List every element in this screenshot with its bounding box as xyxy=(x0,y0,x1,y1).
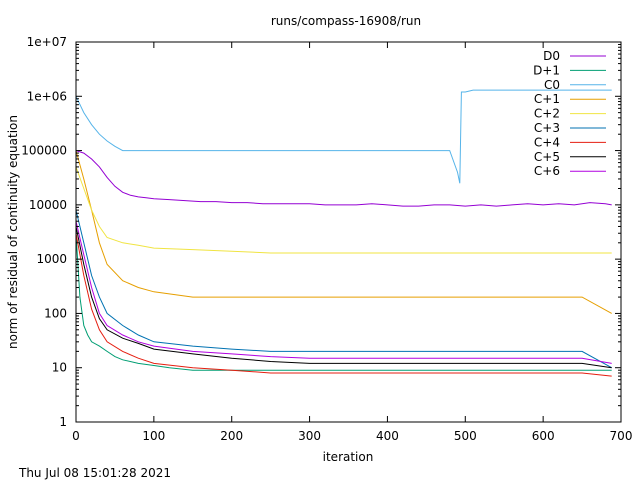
x-tick-label: 500 xyxy=(454,429,477,443)
y-tick-label: 1000 xyxy=(36,252,67,266)
legend-label: C+4 xyxy=(534,135,560,149)
series-layer xyxy=(76,89,612,377)
legend-label: C+2 xyxy=(534,107,560,121)
y-tick-label: 100 xyxy=(44,306,67,320)
legend-label: D+1 xyxy=(533,63,560,77)
series-line-4 xyxy=(76,166,612,254)
y-axis-label: norm of residual of continuity equation xyxy=(6,115,20,349)
x-axis: 0 100 200 300 400 500 600 700 xyxy=(72,42,632,443)
legend-label: C+6 xyxy=(534,164,560,178)
series-line-5 xyxy=(76,209,612,369)
y-tick-label: 1e+07 xyxy=(27,35,67,49)
x-tick-label: 100 xyxy=(142,429,165,443)
y-tick-label: 1 xyxy=(59,415,67,429)
legend-label: C0 xyxy=(544,78,560,92)
legend-label: C+5 xyxy=(534,150,560,164)
x-tick-label: 700 xyxy=(610,429,633,443)
footer-timestamp: Thu Jul 08 15:01:28 2021 xyxy=(18,466,171,480)
x-axis-label: iteration xyxy=(323,450,374,464)
x-tick-label: 300 xyxy=(298,429,321,443)
y-tick-label: 100000 xyxy=(21,144,67,158)
x-tick-label: 0 xyxy=(72,429,80,443)
y-tick-label: 10 xyxy=(52,361,67,375)
legend-label: C+3 xyxy=(534,121,560,135)
y-tick-label: 10000 xyxy=(29,198,67,212)
x-tick-label: 400 xyxy=(376,429,399,443)
legend-label: D0 xyxy=(543,49,560,63)
series-line-2 xyxy=(76,89,612,184)
series-line-0 xyxy=(76,150,612,207)
legend-label: C+1 xyxy=(534,92,560,106)
series-line-6 xyxy=(76,233,612,377)
series-line-7 xyxy=(76,226,612,369)
chart-title: runs/compass-16908/run xyxy=(271,14,421,28)
series-line-3 xyxy=(76,150,612,314)
y-axis: 1 10 100 1000 10000 100000 1e+06 1e+07 xyxy=(21,35,621,429)
x-tick-label: 200 xyxy=(220,429,243,443)
plot-frame xyxy=(75,41,622,423)
x-tick-label: 600 xyxy=(532,429,555,443)
y-tick-label: 1e+06 xyxy=(27,89,67,103)
series-line-8 xyxy=(76,221,612,364)
series-line-1 xyxy=(76,233,612,371)
